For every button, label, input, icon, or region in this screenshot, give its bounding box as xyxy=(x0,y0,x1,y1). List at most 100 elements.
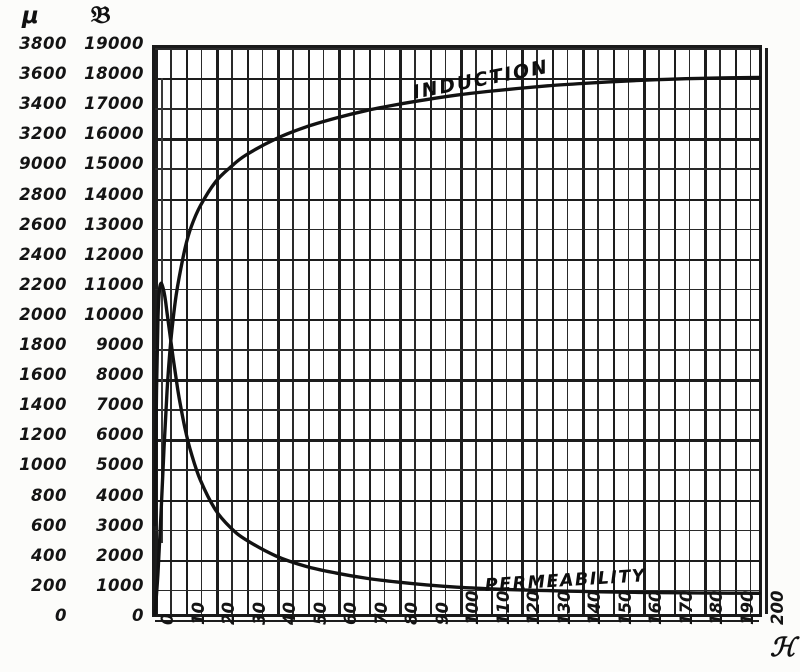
grid-vline xyxy=(216,48,219,614)
y-tick-row: 3800 19000 xyxy=(0,34,150,53)
grid-vline xyxy=(414,48,416,614)
grid-hline xyxy=(155,469,759,472)
grid-vline xyxy=(505,48,508,614)
grid-hline xyxy=(155,288,759,291)
x-tick-label: 10 xyxy=(188,602,208,625)
b-tick-label: 7000 xyxy=(96,395,144,415)
grid-hline xyxy=(155,620,759,623)
grid-hline xyxy=(155,108,759,110)
y-tick-row: 200 1000 xyxy=(0,575,150,595)
h-axis-symbol: ℋ xyxy=(770,633,796,663)
y-tick-row: 2600 13000 xyxy=(0,214,150,234)
mu-axis-symbol: μ xyxy=(22,3,39,29)
grid-hline xyxy=(155,589,759,592)
x-tick-label: 140 xyxy=(585,590,604,625)
x-tick-label: 20 xyxy=(219,602,238,625)
grid-vline xyxy=(200,48,203,614)
grid-vline xyxy=(582,48,585,614)
x-tick-label: 80 xyxy=(402,602,421,625)
b-tick-label: 1000 xyxy=(96,575,144,595)
grid-vline xyxy=(536,48,538,614)
y-tick-row: 2200 11000 xyxy=(0,274,150,294)
grid-hline xyxy=(155,168,759,170)
y-tick-row: 2000 10000 xyxy=(0,304,150,324)
b-tick-label: 10000 xyxy=(84,304,144,324)
x-axis-tick-labels: ℋ 0 10 20 30 40 50 60 70 80 90 100 110 120 130 140 150 1… xyxy=(152,591,796,672)
grid-hline xyxy=(155,48,759,50)
grid-vline xyxy=(383,48,386,614)
grid-vline xyxy=(353,48,355,614)
b-tick-label: 19000 xyxy=(84,34,144,53)
grid-vline xyxy=(261,48,264,614)
grid-vline xyxy=(460,48,463,614)
mu-tick-label: 9000 xyxy=(19,154,67,174)
grid-vline xyxy=(765,48,768,614)
grid-vline xyxy=(444,48,447,614)
mu-tick-label: 1600 xyxy=(19,365,67,385)
x-tick-label: 90 xyxy=(432,602,452,625)
mu-tick-label: 3600 xyxy=(19,64,67,84)
grid-vline xyxy=(429,48,433,614)
grid-vline xyxy=(673,48,677,614)
b-tick-label: 4000 xyxy=(96,485,144,505)
grid-vline xyxy=(658,48,660,614)
grid-vline xyxy=(597,48,599,614)
mu-tick-label: 1400 xyxy=(19,395,67,415)
grid-hline xyxy=(155,318,759,322)
b-tick-label: 8000 xyxy=(96,365,144,385)
b-tick-label: 18000 xyxy=(84,64,144,84)
y-tick-row: 400 2000 xyxy=(0,545,150,565)
grid-vline xyxy=(475,48,477,614)
permeability-curve xyxy=(153,281,761,595)
b-axis-symbol: 𝔅 xyxy=(90,0,111,29)
b-tick-label: 17000 xyxy=(84,94,144,114)
mu-tick-label: 2400 xyxy=(19,244,67,264)
grid-vline xyxy=(643,48,646,614)
x-tick-label: 40 xyxy=(280,602,299,625)
grid-vline xyxy=(612,48,616,614)
grid-vline xyxy=(231,48,233,614)
y-tick-row: 1200 6000 xyxy=(0,425,150,445)
x-tick-label: 190 xyxy=(737,590,757,625)
y-tick-row: 1800 9000 xyxy=(0,336,150,353)
grid-hline xyxy=(155,499,759,502)
curve-layer xyxy=(153,75,761,616)
y-tick-row: 9000 15000 xyxy=(0,154,150,174)
grid-vline xyxy=(719,48,721,614)
x-tick-label: 130 xyxy=(554,590,574,625)
b-tick-label: 0 xyxy=(132,606,144,625)
grid-hline xyxy=(155,228,759,231)
y-tick-row: 600 3000 xyxy=(0,517,150,534)
y-tick-row: 3600 18000 xyxy=(0,64,150,84)
grid-vline xyxy=(749,48,752,614)
y-tick-row: 3200 16000 xyxy=(0,124,150,144)
mu-tick-label: 2000 xyxy=(19,304,67,324)
b-tick-label: 11000 xyxy=(84,274,144,294)
mu-tick-label: 3400 xyxy=(19,94,67,114)
x-tick-label: 50 xyxy=(310,602,330,625)
grid-vline xyxy=(734,48,738,614)
grid-vline xyxy=(399,48,402,614)
induction-curve xyxy=(153,75,761,616)
b-tick-label: 16000 xyxy=(84,124,144,144)
mu-tick-label: 1200 xyxy=(19,425,67,445)
grid-vline xyxy=(185,48,189,614)
grid-hline xyxy=(155,439,759,442)
grid-vline xyxy=(551,48,555,614)
mu-tick-label: 2600 xyxy=(19,214,67,234)
mu-tick-label: 200 xyxy=(31,575,67,595)
axis-symbol-row: μ 𝔅 xyxy=(0,0,152,32)
b-tick-label: 15000 xyxy=(84,154,144,174)
x-tick-label: 0 xyxy=(158,613,177,625)
grid-hline xyxy=(155,258,759,262)
grid-vline xyxy=(338,48,341,614)
grid-vline xyxy=(322,48,325,614)
b-tick-label: 13000 xyxy=(84,214,144,234)
x-tick-label: 110 xyxy=(493,590,513,625)
y-tick-row: 2400 12000 xyxy=(0,244,150,264)
y-tick-row: 1000 5000 xyxy=(0,457,150,474)
x-tick-label: 170 xyxy=(676,590,696,625)
mu-tick-label: 400 xyxy=(31,545,67,565)
mu-tick-label: 3200 xyxy=(19,124,67,144)
